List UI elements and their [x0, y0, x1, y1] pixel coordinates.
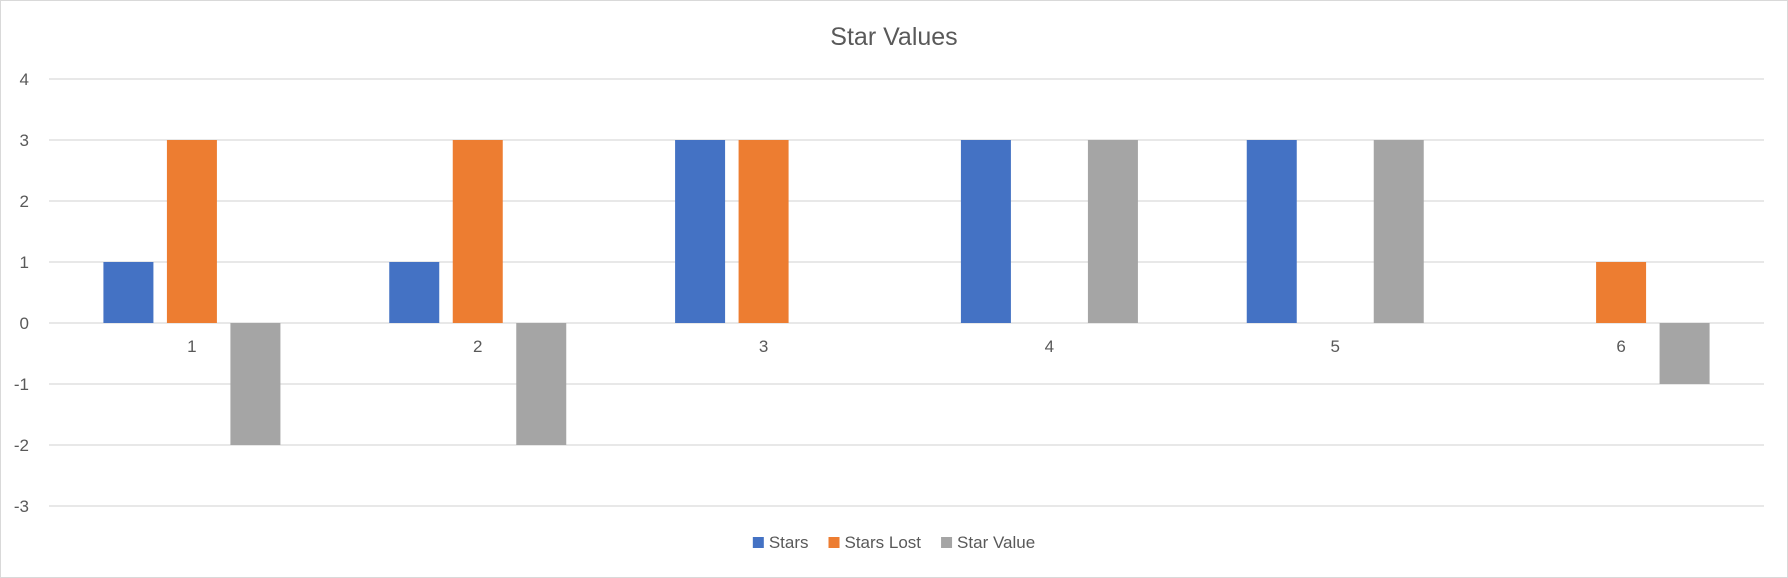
x-axis-tick-labels: 1 2 3 4 5 6	[187, 337, 1626, 356]
y-axis-tick-labels: 4 3 2 1 0 -1 -2 -3	[14, 70, 29, 516]
legend-label-stars: Stars	[769, 533, 809, 552]
legend-swatch-stars-lost	[828, 537, 840, 548]
legend-swatch-stars	[752, 537, 764, 548]
bar-stars	[1246, 140, 1297, 323]
bar-stars-lost	[738, 140, 789, 323]
bar-stars	[103, 262, 154, 323]
x-tick-label: 6	[1616, 337, 1625, 356]
x-tick-label: 1	[187, 337, 196, 356]
x-tick-label: 2	[473, 337, 482, 356]
y-tick-label: -1	[14, 375, 29, 394]
x-tick-label: 3	[759, 337, 768, 356]
bar-star-value	[230, 323, 281, 445]
legend-swatch-star-value	[941, 537, 953, 548]
bars	[103, 140, 1710, 445]
bar-stars	[675, 140, 726, 323]
legend-label-star-value: Star Value	[957, 533, 1035, 552]
bar-stars	[389, 262, 440, 323]
bar-star-value	[516, 323, 567, 445]
bar-stars-lost	[166, 140, 217, 323]
y-tick-label: 1	[20, 253, 29, 272]
x-tick-label: 5	[1331, 337, 1340, 356]
y-tick-label: -2	[14, 436, 29, 455]
bar-star-value	[1659, 323, 1710, 384]
chart-title: Star Values	[830, 23, 957, 51]
legend-label-stars-lost: Stars Lost	[845, 533, 922, 552]
y-tick-label: 3	[20, 131, 29, 150]
bar-stars-lost	[452, 140, 503, 323]
bar-stars	[960, 140, 1011, 323]
y-tick-label: -3	[14, 497, 29, 516]
y-tick-label: 0	[20, 314, 29, 333]
bar-star-value	[1373, 140, 1424, 323]
x-tick-label: 4	[1045, 337, 1054, 356]
bar-star-value	[1087, 140, 1138, 323]
y-tick-label: 2	[20, 192, 29, 211]
legend: Stars Stars Lost Star Value	[752, 533, 1035, 552]
gridlines	[49, 78, 1764, 507]
y-tick-label: 4	[20, 70, 29, 89]
bar-stars-lost	[1596, 262, 1647, 323]
